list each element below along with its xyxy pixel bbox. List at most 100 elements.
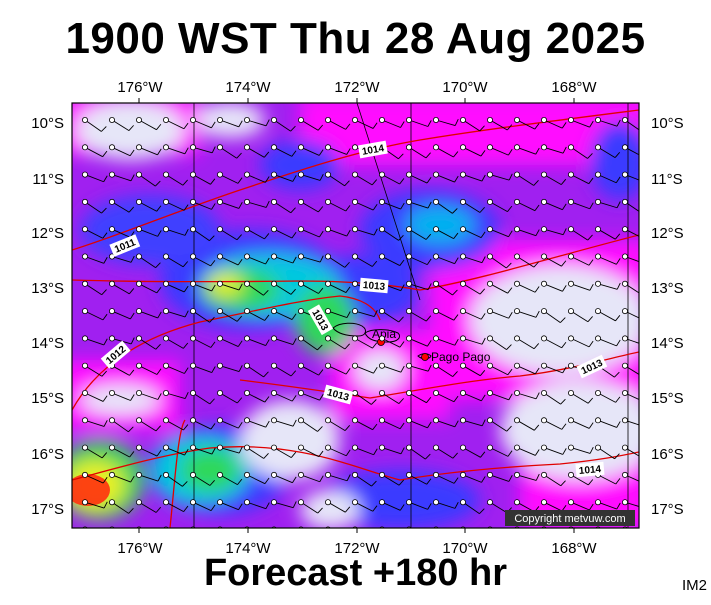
wind-station-dot	[135, 499, 142, 506]
wind-barb-feather	[615, 535, 620, 540]
wind-barb	[246, 501, 267, 510]
wind-barb	[489, 392, 509, 401]
wind-station-dot	[109, 335, 116, 342]
wind-barb-feather	[587, 479, 594, 486]
wind-station-dot	[432, 198, 439, 205]
wind-barb-feather	[264, 233, 270, 240]
wind-barb	[624, 310, 639, 319]
wind-barb	[408, 310, 427, 322]
wind-barb-feather	[102, 534, 106, 539]
wind-barb	[570, 474, 589, 486]
wind-barb	[624, 365, 639, 375]
wind-barb-feather	[561, 423, 567, 430]
wind-station-dot	[162, 362, 169, 369]
wind-barb	[489, 174, 510, 181]
wind-barb	[246, 447, 265, 459]
wind-barb	[489, 501, 508, 514]
wind-barb	[570, 283, 591, 291]
wind-barb-feather	[642, 371, 647, 376]
wind-barb	[300, 392, 320, 401]
wind-station-dot	[82, 198, 89, 205]
wind-station-dot	[405, 117, 412, 124]
wind-station-dot	[162, 280, 169, 287]
lon-label: 172°W	[334, 540, 380, 557]
wind-barb	[462, 174, 483, 182]
wind-barb	[462, 256, 483, 264]
wind-barb	[219, 228, 238, 241]
wind-barb	[111, 256, 132, 263]
wind-barb-feather	[615, 315, 621, 322]
wind-barb	[300, 474, 320, 483]
wind-barb-feather	[398, 153, 404, 160]
wind-station-dot	[459, 362, 466, 369]
wind-barb	[462, 365, 481, 377]
wind-barb	[489, 283, 508, 294]
wind-station-dot	[568, 253, 575, 260]
wind-station-dot	[432, 389, 439, 396]
wind-barb-feather	[533, 424, 540, 431]
wind-barb	[381, 392, 400, 404]
wind-barb-feather	[130, 394, 135, 401]
wind-barb-feather	[426, 396, 432, 403]
wind-barb-feather	[454, 420, 459, 428]
wind-barb	[328, 530, 346, 538]
wind-barb-feather	[103, 257, 108, 264]
wind-barb-feather	[129, 149, 135, 157]
wind-station-dot	[109, 171, 116, 178]
wind-barb-feather	[292, 476, 297, 483]
wind-station-dot	[216, 362, 223, 369]
wind-barb	[273, 337, 294, 346]
wind-barb	[408, 365, 429, 372]
wind-barb	[273, 283, 292, 295]
wind-barb-feather	[560, 178, 567, 185]
wind-barb	[84, 228, 104, 239]
wind-station-dot	[324, 253, 331, 260]
wind-barb-feather	[238, 365, 243, 372]
wind-barb	[489, 256, 507, 269]
wind-barb-feather	[535, 310, 540, 318]
wind-station-dot	[459, 417, 466, 424]
wind-barb	[246, 228, 265, 240]
wind-station-dot	[486, 471, 493, 478]
wind-barb-feather	[155, 506, 162, 513]
wind-barb-feather	[399, 341, 405, 348]
wind-barb	[435, 256, 455, 265]
wind-barb	[570, 174, 590, 185]
wind-barb-feather	[644, 257, 647, 263]
wind-barb-feather	[454, 338, 459, 346]
wind-barb-feather	[426, 177, 432, 184]
wind-barb	[624, 228, 639, 237]
wind-barb-feather	[209, 316, 215, 323]
wind-barb-feather	[263, 151, 270, 158]
wind-station-dot	[243, 362, 250, 369]
wind-station-dot	[243, 226, 250, 233]
wind-barb	[111, 501, 129, 514]
wind-barb-feather	[290, 451, 297, 458]
wind-station-dot	[405, 471, 412, 478]
wind-barb-feather	[562, 366, 567, 374]
wind-station-dot	[514, 198, 521, 205]
wind-barb-feather	[371, 179, 378, 186]
wind-station-dot	[432, 499, 439, 506]
wind-barb	[273, 228, 293, 239]
wind-barb	[516, 174, 535, 186]
wind-barb	[165, 283, 185, 293]
wind-barb	[462, 283, 481, 295]
wind-station-dot	[189, 308, 196, 315]
wind-barb-feather	[589, 202, 594, 209]
wind-barb	[219, 474, 238, 485]
wind-barb-feather	[427, 120, 432, 127]
wind-barb-feather	[264, 477, 270, 484]
wind-barb	[597, 119, 618, 127]
wind-barb-feather	[426, 536, 431, 541]
wind-barb-feather	[453, 535, 458, 540]
wind-barb-feather	[344, 425, 351, 431]
wind-station-dot	[135, 471, 142, 478]
wind-barb-feather	[236, 234, 242, 241]
wind-barb-feather	[236, 315, 243, 322]
wind-barb	[435, 392, 455, 403]
wind-station-dot	[595, 171, 602, 178]
wind-barb-feather	[479, 370, 486, 376]
wind-station-dot	[459, 253, 466, 260]
wind-barb-feather	[373, 448, 378, 455]
